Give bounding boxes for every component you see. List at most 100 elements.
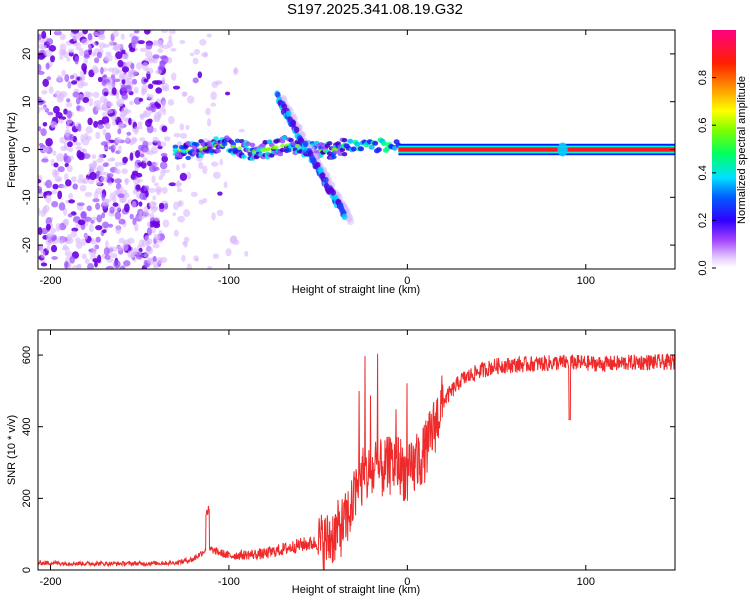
heatmap-cell — [72, 183, 78, 190]
heatmap-cell — [52, 183, 59, 190]
heatmap-cell — [147, 83, 154, 90]
colorbar-tick-label: 0.2 — [697, 213, 709, 228]
heatmap-cell — [230, 141, 236, 147]
heatmap-cell — [90, 216, 99, 221]
heatmap-cell — [93, 120, 99, 128]
heatmap-cell — [285, 110, 292, 117]
heatmap-cell — [65, 179, 72, 187]
snr-y-tick-label: 200 — [21, 489, 33, 507]
heatmap-cell — [176, 164, 180, 171]
heatmap-cell — [101, 212, 106, 219]
snr-content — [38, 353, 675, 570]
heatmap-y-tick-label: -10 — [21, 189, 33, 205]
heatmap-cell — [46, 233, 51, 240]
heatmap-cell — [115, 225, 122, 235]
heatmap-cell — [151, 226, 156, 234]
colorbar-label: Normalized spectral amplitude — [736, 76, 748, 224]
heatmap-cell — [183, 209, 191, 218]
heatmap-cell — [83, 58, 89, 65]
heatmap-cell — [143, 78, 149, 83]
heatmap-cell — [79, 70, 85, 76]
heatmap-cell — [120, 84, 127, 92]
snr-panel: -200 -100 0 100 0 200 400 600 Height of straigh… — [6, 329, 676, 596]
heatmap-cell — [87, 117, 93, 126]
heatmap-cell — [77, 178, 83, 184]
heatmap-cell — [138, 211, 145, 220]
heatmap-cell — [129, 213, 134, 220]
heatmap-cell — [53, 162, 59, 168]
heatmap-cell — [129, 152, 134, 161]
heatmap-cell — [114, 167, 119, 174]
snr-x-tick-label: 100 — [577, 576, 595, 588]
heatmap-cell — [95, 202, 101, 210]
snr-y-axis-label: SNR (10 * v/v) — [6, 415, 18, 485]
heatmap-cell — [99, 95, 108, 103]
heatmap-cell — [124, 109, 132, 114]
heatmap-cell — [136, 62, 143, 70]
heatmap-cell — [95, 131, 101, 140]
heatmap-cell — [161, 77, 166, 84]
heatmap-cell — [121, 168, 128, 175]
heatmap-cell — [121, 66, 130, 73]
heatmap-cell — [78, 174, 84, 180]
heatmap-cell — [176, 188, 183, 193]
heatmap-cell — [368, 144, 375, 150]
heatmap-cell — [155, 42, 163, 47]
heatmap-cell — [124, 178, 130, 184]
heatmap-cell — [117, 59, 124, 68]
heatmap-cell — [183, 236, 190, 243]
heatmap-cell — [87, 33, 93, 41]
heatmap-cell — [158, 230, 163, 235]
heatmap-cell — [202, 165, 208, 174]
heatmap-cell — [210, 102, 217, 107]
heatmap-cell — [90, 239, 98, 245]
heatmap-cell — [45, 137, 53, 147]
heatmap-cell — [118, 218, 126, 225]
snr-y-tick-label: 600 — [21, 346, 33, 364]
heatmap-cell — [76, 142, 82, 146]
heatmap-cell — [59, 91, 68, 98]
heatmap-cell — [151, 175, 156, 184]
heatmap-cell — [105, 109, 114, 114]
heatmap-cell — [142, 157, 148, 164]
heatmap-cell — [54, 90, 62, 99]
heatmap-cell — [59, 52, 64, 60]
heatmap-cell — [161, 100, 166, 108]
heatmap-cell — [375, 147, 382, 153]
snr-y-tick-label: 400 — [21, 418, 33, 436]
heatmap-cell — [41, 30, 47, 39]
chart-title: S197.2025.341.08.19.G32 — [287, 1, 463, 18]
heatmap-cell — [82, 97, 90, 103]
heatmap-cell — [45, 179, 52, 189]
heatmap-cell — [92, 67, 99, 74]
heatmap-cell — [152, 54, 160, 59]
heatmap-cell — [133, 250, 142, 256]
heatmap-cell — [65, 102, 73, 108]
heatmap-cell — [133, 178, 140, 184]
heatmap-cell — [102, 43, 110, 48]
heatmap-cell — [180, 132, 188, 139]
heatmap-cell — [293, 126, 300, 133]
heatmap-cell — [194, 142, 200, 147]
heatmap-cell — [131, 137, 138, 143]
heatmap-cell — [160, 152, 168, 157]
heatmap-cell — [112, 30, 119, 37]
heatmap-cell — [105, 132, 112, 141]
heatmap-cell — [173, 229, 179, 237]
heatmap-cell — [199, 39, 207, 46]
heatmap-cell — [152, 195, 157, 201]
heatmap-cell — [68, 199, 75, 204]
heatmap-cell — [145, 50, 153, 58]
heatmap-cell — [154, 80, 163, 85]
heatmap-cell — [211, 81, 219, 88]
heatmap-cell — [48, 86, 54, 94]
heatmap-cell — [100, 66, 104, 75]
colorbar-tick-label: 0.0 — [697, 260, 709, 275]
heatmap-cell — [341, 138, 348, 143]
heatmap-cell — [75, 32, 83, 37]
heatmap-cell — [109, 252, 118, 259]
heatmap-cell — [102, 221, 109, 229]
heatmap-cell — [145, 119, 152, 127]
heatmap-cell — [89, 223, 94, 233]
heatmap-cell — [106, 102, 114, 107]
